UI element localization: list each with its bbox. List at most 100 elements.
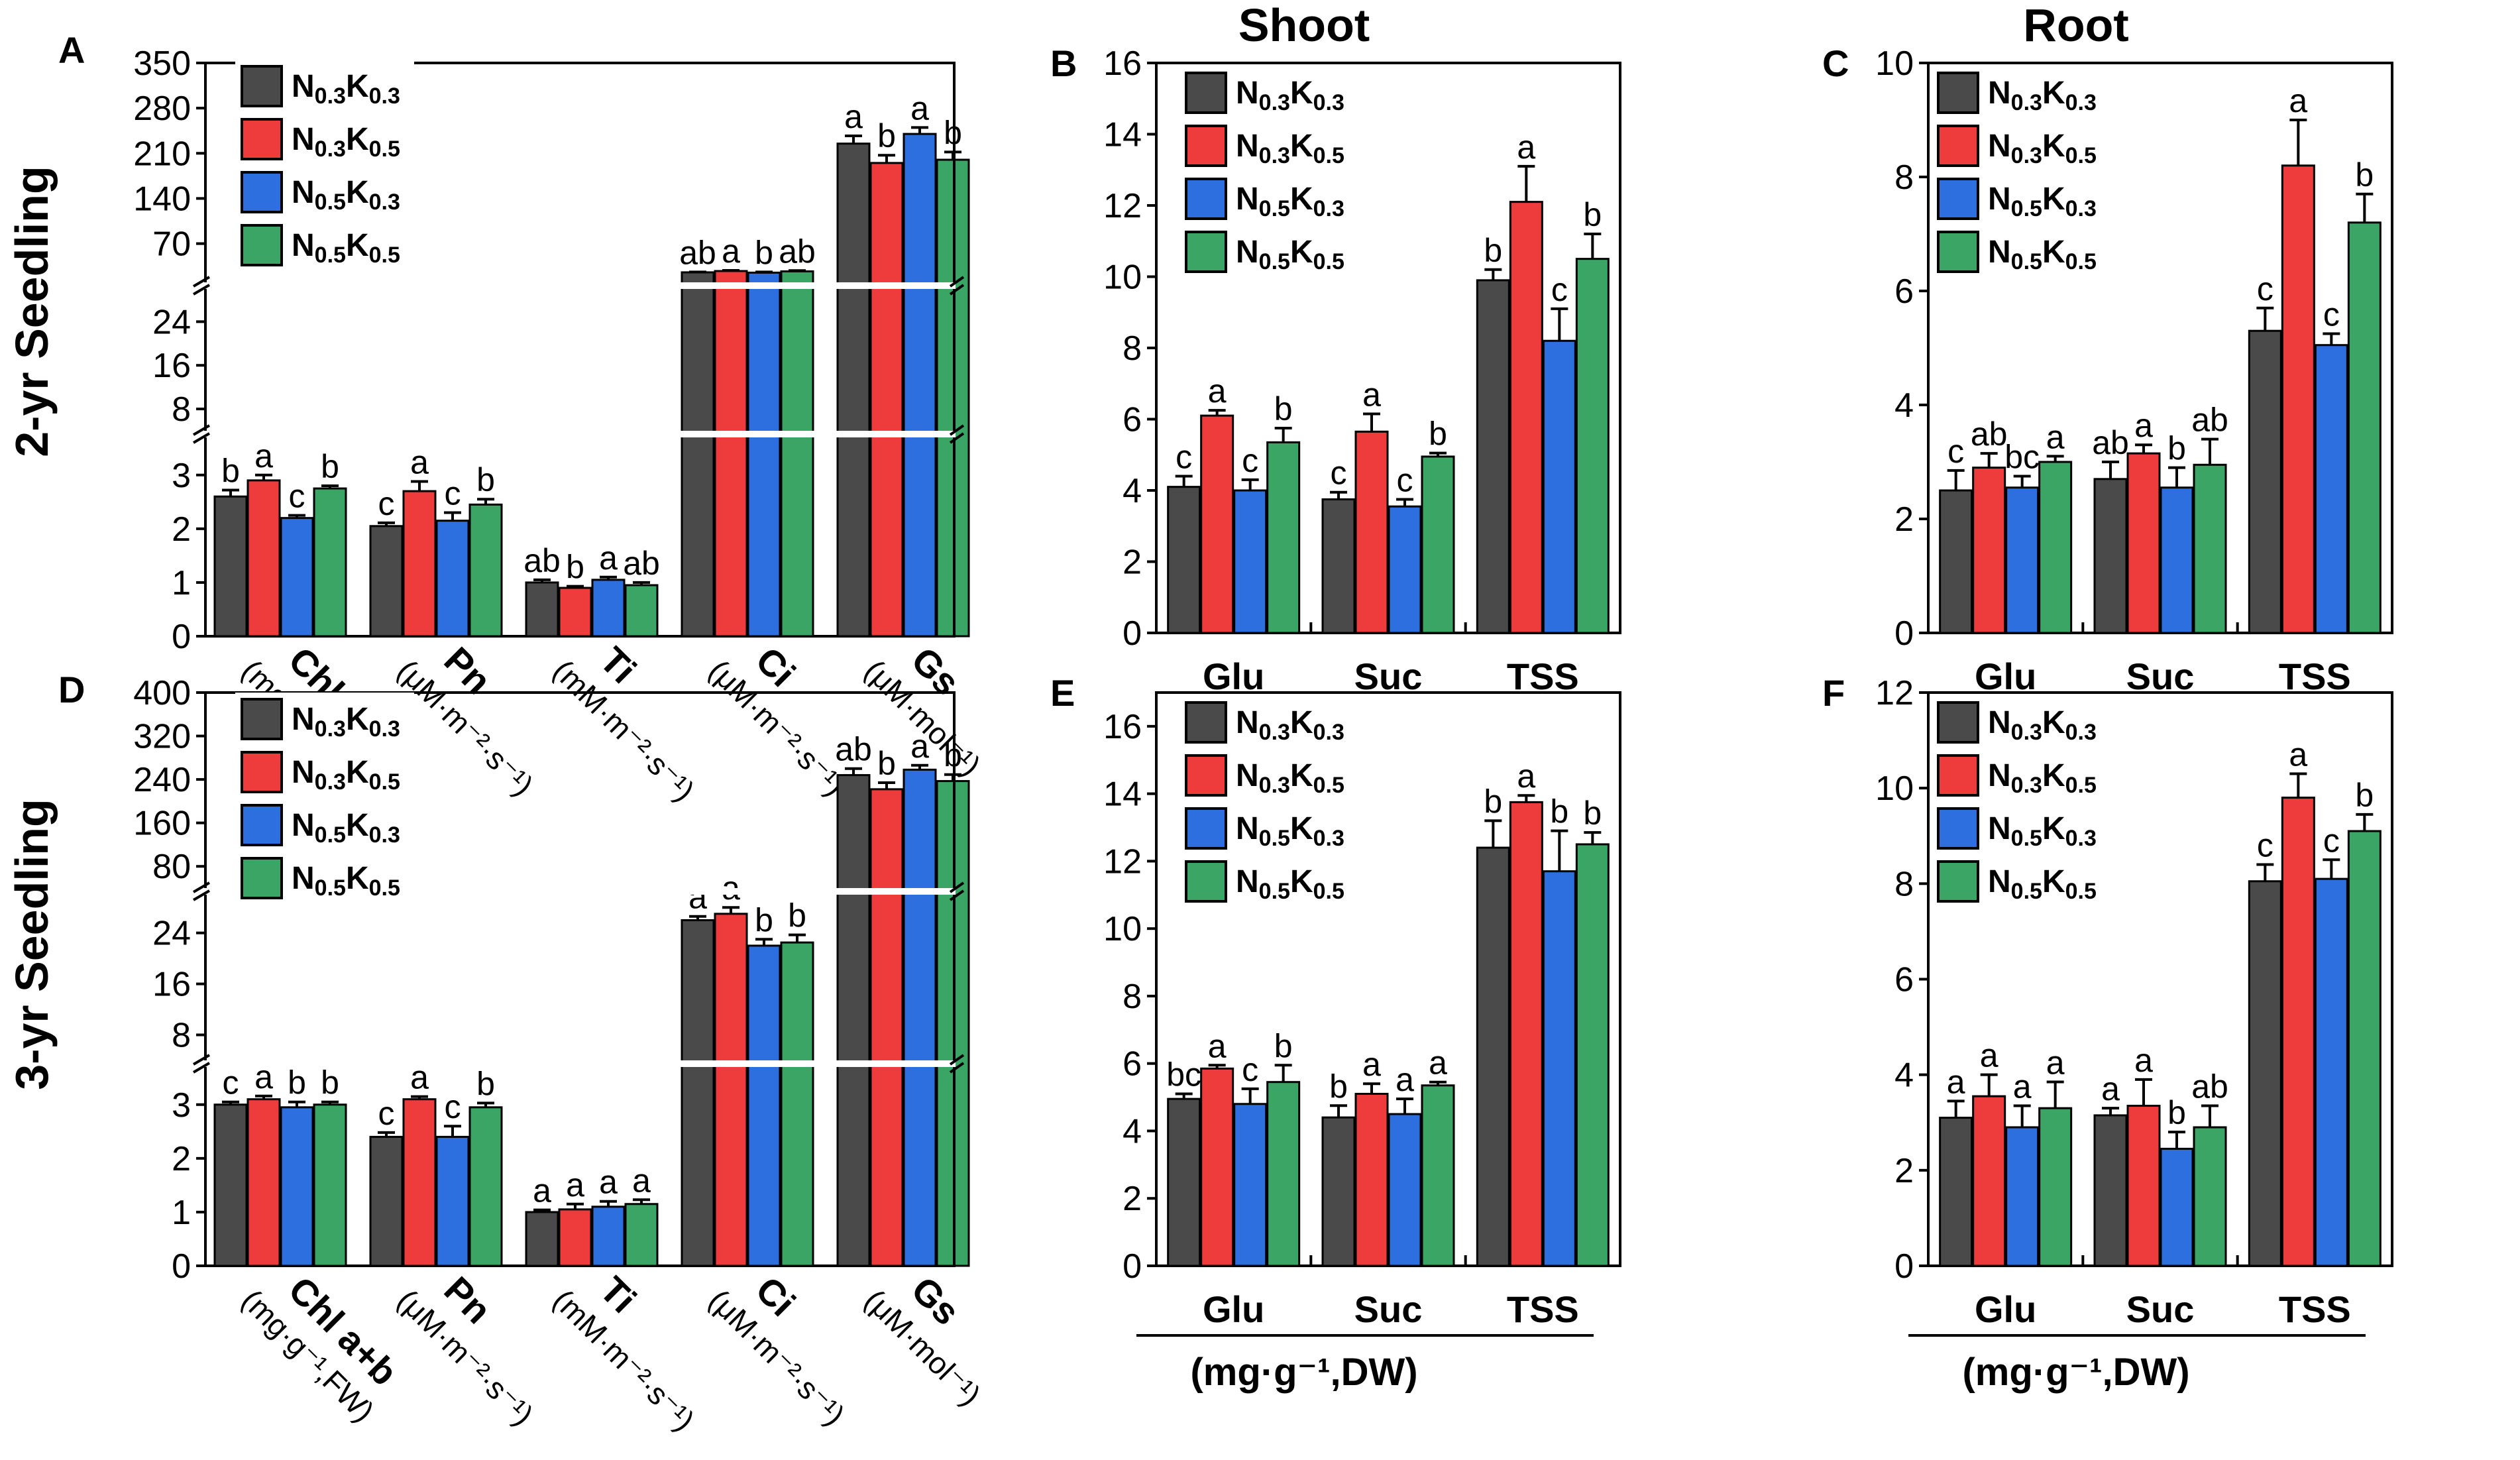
bar-A-Ti-N0.5K0.3	[591, 579, 626, 638]
sig-letter-A: ab	[679, 234, 716, 271]
y-tick-label-A: 280	[133, 89, 191, 128]
axis-break-mark-D	[949, 881, 965, 893]
sig-letter-F: a	[2046, 1044, 2065, 1081]
sig-letter-F: a	[1947, 1063, 1965, 1100]
bar-F-TSS-N0.3K0.3	[2248, 880, 2282, 1267]
legend-label-N0.5K0.5: N0.5K0.5	[1988, 864, 2097, 904]
y-tick-label-A: 350	[133, 44, 191, 83]
bar-B-Suc-N0.5K0.3	[1388, 505, 1422, 634]
bar-D-Pn-N0.5K0.5	[468, 1106, 503, 1267]
legend-label-N0.3K0.5: N0.3K0.5	[1236, 758, 1344, 798]
bar-A-Ci-N0.3K0.5	[714, 270, 748, 638]
y-tick-label-B: 6	[1123, 401, 1142, 439]
sig-letter-D: b	[476, 1065, 495, 1102]
panel-F: F024681012aaaaGluaababSuccacbTSSN0.3K0.3…	[1822, 672, 2393, 1337]
category-label-B: Suc	[1354, 655, 1423, 697]
sig-letter-F: c	[2323, 822, 2340, 859]
sig-letter-C: ab	[1971, 416, 2008, 453]
sig-letter-F: a	[2013, 1068, 2032, 1105]
bar-B-Suc-N0.3K0.3	[1321, 498, 1356, 634]
axis-break-mark-D	[192, 889, 211, 901]
panel-letter-C: C	[1822, 42, 1849, 84]
y-tick-label-A: 3	[172, 457, 191, 495]
axis-break-D	[192, 1060, 956, 1067]
bar-E-Suc-N0.3K0.3	[1321, 1116, 1356, 1267]
row-title-3yr: 3-yr Seedling	[6, 799, 58, 1090]
panel-letter-F: F	[1822, 672, 1845, 714]
panel-letter-D: D	[58, 669, 85, 710]
sig-letter-D: a	[910, 728, 929, 765]
axis-break-mark-A	[192, 432, 211, 444]
bar-A-Pn-N0.5K0.5	[468, 503, 503, 638]
sig-letter-D: ab	[835, 731, 872, 768]
legend-label-N0.3K0.5: N0.3K0.5	[1236, 129, 1344, 168]
sig-letter-E: b	[1484, 783, 1502, 820]
sig-letter-D: a	[533, 1172, 551, 1209]
y-tick-label-F: 12	[1875, 674, 1914, 712]
y-tick-label-D: 8	[172, 1017, 191, 1055]
legend-label-N0.3K0.3: N0.3K0.3	[292, 702, 400, 742]
legend-label-N0.5K0.5: N0.5K0.5	[292, 228, 400, 268]
bar-B-Glu-N0.5K0.5	[1266, 441, 1301, 634]
y-tick-label-F: 6	[1894, 961, 1914, 999]
y-tick-label-E: 4	[1123, 1112, 1142, 1151]
legend-label-N0.5K0.5: N0.5K0.5	[1988, 235, 2097, 274]
bar-D-Ti-N0.3K0.5	[558, 1208, 592, 1267]
legend-swatch-N0.5K0.3	[1185, 178, 1227, 220]
category-label-B: TSS	[1507, 655, 1579, 697]
sig-letter-F: b	[2167, 1094, 2186, 1131]
axis-break-D	[192, 888, 956, 895]
sig-letter-D: a	[599, 1164, 618, 1201]
bar-A-Ci-N0.5K0.3	[747, 271, 781, 638]
axis-break-mark-D	[949, 1054, 965, 1066]
legend-swatch-N0.3K0.5	[241, 118, 283, 160]
bar-E-Glu-N0.5K0.5	[1266, 1081, 1301, 1267]
panel-B: B0246810121416cacbGlucacbSucbacbTSSN0.3K…	[1050, 42, 1621, 697]
sig-letter-A: b	[221, 452, 240, 489]
sig-letter-C: ab	[2092, 424, 2129, 461]
bar-F-Suc-N0.5K0.5	[2193, 1126, 2227, 1267]
bar-F-Glu-N0.3K0.3	[1939, 1117, 1973, 1267]
y-tick-label-F: 10	[1875, 769, 1914, 808]
sig-letter-B: c	[1331, 455, 1347, 492]
legend-label-N0.3K0.3: N0.3K0.3	[1236, 76, 1344, 115]
bar-D-Pn-N0.3K0.3	[369, 1135, 404, 1267]
bar-F-TSS-N0.5K0.5	[2347, 830, 2382, 1267]
bar-D-Ti-N0.3K0.3	[525, 1211, 559, 1267]
bar-B-Suc-N0.3K0.5	[1354, 430, 1389, 634]
sig-letter-C: a	[2134, 407, 2153, 444]
legend-swatch-N0.5K0.5	[241, 224, 283, 266]
bar-A-Chl a+b-N0.3K0.3	[213, 495, 248, 638]
bar-E-Suc-N0.5K0.3	[1388, 1113, 1422, 1267]
bar-D-Ti-N0.5K0.3	[591, 1206, 626, 1267]
bar-F-Suc-N0.3K0.5	[2126, 1105, 2161, 1267]
category-label-E: Suc	[1354, 1288, 1423, 1330]
legend-swatch-N0.5K0.5	[1937, 860, 1979, 903]
legend-swatch-N0.5K0.3	[1937, 807, 1979, 850]
y-tick-label-D: 24	[152, 915, 191, 953]
bar-A-Chl a+b-N0.3K0.5	[247, 479, 281, 638]
sig-letter-A: a	[910, 89, 929, 127]
sig-letter-E: c	[1242, 1051, 1258, 1088]
sig-letter-B: a	[1362, 376, 1381, 413]
sig-letter-A: c	[378, 485, 395, 522]
sig-letter-A: b	[476, 461, 495, 498]
bar-C-TSS-N0.5K0.3	[2314, 344, 2348, 634]
bar-E-TSS-N0.5K0.5	[1575, 843, 1610, 1267]
sig-letter-F: b	[2355, 777, 2374, 814]
y-tick-label-E: 12	[1103, 842, 1142, 881]
sig-letter-D: a	[632, 1162, 651, 1199]
y-tick-label-F: 8	[1894, 865, 1914, 903]
sig-letter-A: a	[599, 539, 618, 577]
y-tick-label-A: 8	[172, 390, 191, 429]
sig-letter-B: c	[1242, 442, 1258, 479]
bar-D-Chl a+b-N0.3K0.5	[247, 1098, 281, 1267]
legend-swatch-N0.3K0.5	[1937, 125, 1979, 167]
legend-swatch-N0.3K0.3	[1185, 701, 1227, 744]
bar-A-Ci-N0.3K0.3	[681, 271, 715, 638]
sig-letter-C: c	[2323, 296, 2340, 333]
bar-A-Pn-N0.3K0.5	[402, 490, 437, 638]
bar-D-Ci-N0.5K0.3	[747, 944, 781, 1267]
y-tick-label-D: 320	[133, 718, 191, 756]
